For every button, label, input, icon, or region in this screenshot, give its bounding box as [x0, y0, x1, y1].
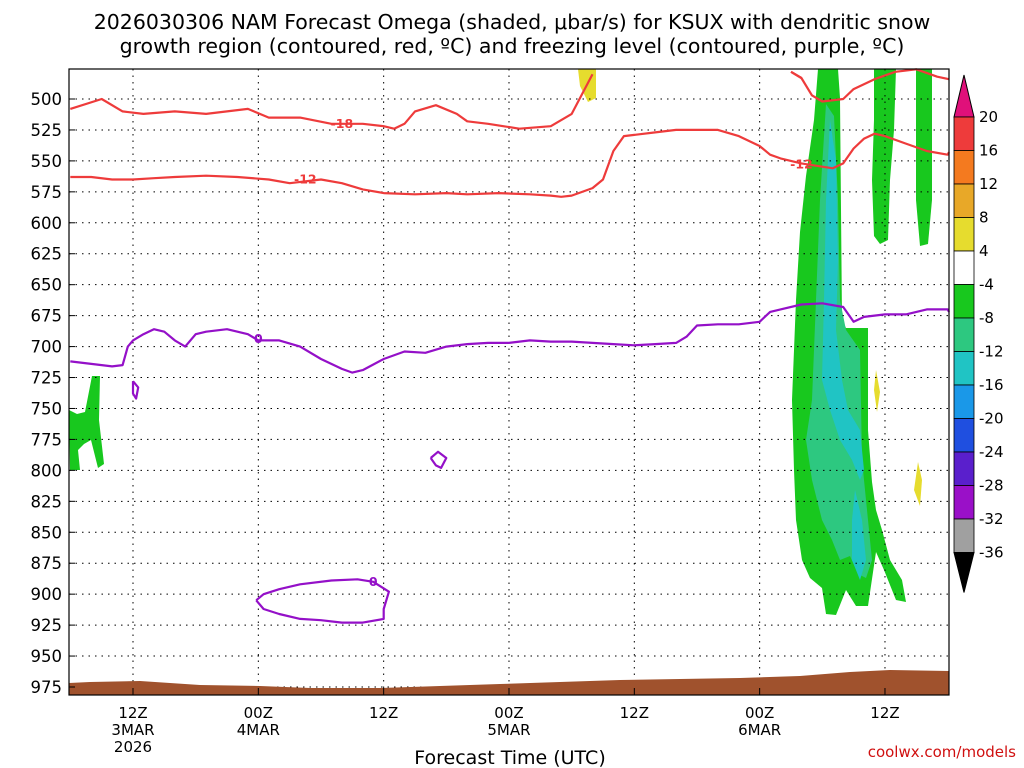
colorbar-label: -24 [979, 443, 1004, 461]
contour-line [790, 68, 950, 103]
omega-patch-left [69, 376, 104, 470]
x-tick-label: 12Z [369, 704, 398, 722]
terrain-ground [69, 670, 949, 695]
y-tick-label: 700 [31, 338, 63, 357]
colorbar-label: -20 [979, 410, 1004, 428]
colorbar-segment [953, 485, 975, 520]
y-tick-label: 900 [31, 585, 63, 604]
credit-text: coolwx.com/models [868, 743, 1016, 761]
x-tick-label: 12Z [620, 704, 649, 722]
y-tick-label: 800 [31, 461, 63, 480]
omega-patch-cyan-lower [852, 490, 866, 580]
colorbar-label: -32 [979, 510, 1004, 528]
y-tick-label: 950 [31, 647, 63, 666]
y-tick-label: 550 [31, 152, 63, 171]
y-tick-label: 975 [31, 678, 63, 697]
colorbar-label: 12 [979, 175, 998, 193]
colorbar-top-arrow [953, 74, 975, 118]
y-tick-label: 825 [31, 492, 63, 511]
contours: -18 -12 -12 0 0 [69, 68, 950, 624]
contour-label: 0 [254, 331, 263, 346]
colorbar-segment [953, 284, 975, 319]
y-axis: 500 525 550 575 600 625 650 675 700 725 750 775 800 8… [31, 90, 75, 697]
x-tick-label: 00Z [745, 704, 774, 722]
chart-title-line1: 2026030306 NAM Forecast Omega (shaded, μ… [94, 10, 931, 34]
omega-patch-yellow-right1 [874, 370, 880, 412]
colorbar-segment [953, 183, 975, 218]
colorbar-segment [953, 250, 975, 285]
x-tick-label: 4MAR [237, 721, 280, 739]
x-tick-label: 6MAR [738, 721, 781, 739]
y-tick-label: 675 [31, 307, 63, 326]
y-tick-label: 875 [31, 554, 63, 573]
x-tick-label: 3MAR [111, 721, 154, 739]
x-tick-label: 2026 [114, 738, 152, 756]
y-tick-label: 525 [31, 121, 63, 140]
x-tick-label: 12Z [118, 704, 147, 722]
y-tick-label: 575 [31, 183, 63, 202]
x-tick-label: 00Z [494, 704, 523, 722]
omega-patch-green-right1 [872, 69, 896, 244]
colorbar-segment [953, 217, 975, 252]
contour-line [790, 70, 802, 79]
contour-line [70, 302, 950, 374]
x-tick-label: 12Z [870, 704, 899, 722]
colorbar-segment [953, 451, 975, 486]
colorbar-label: -4 [979, 276, 994, 294]
colorbar-label: -36 [979, 544, 1004, 562]
colorbar-label: 8 [979, 209, 989, 227]
colorbar-label: -16 [979, 376, 1004, 394]
x-tick-label: 5MAR [487, 721, 530, 739]
colorbar-segment [953, 116, 975, 151]
plot-area: -18 -12 -12 0 0 [68, 68, 950, 696]
colorbar-label: -12 [979, 343, 1004, 361]
y-tick-label: 625 [31, 245, 63, 264]
contour-line [69, 73, 594, 130]
y-tick-label: 750 [31, 399, 63, 418]
y-tick-label: 725 [31, 369, 63, 388]
contour-label: -12 [294, 171, 317, 186]
colorbar-segment [953, 317, 975, 352]
colorbar-segment [953, 418, 975, 453]
omega-patch-yellow-right2 [914, 462, 922, 506]
contour-label: -12 [790, 157, 813, 172]
colorbar-label: -8 [979, 309, 994, 327]
colorbar-segment [953, 518, 975, 553]
colorbar-label: 4 [979, 242, 989, 260]
contour-line [70, 128, 950, 198]
grid [69, 69, 949, 695]
colorbar: 20 16 12 8 4 -4 -8 -12 -16 -20 -24 -28 -32 -36 [953, 74, 1004, 593]
y-tick-label: 600 [31, 214, 63, 233]
contour-line [131, 380, 140, 400]
colorbar-bottom-arrow [953, 552, 975, 593]
y-tick-label: 850 [31, 523, 63, 542]
colorbar-label: 20 [979, 108, 998, 126]
x-tick-label: 00Z [244, 704, 273, 722]
y-tick-label: 500 [31, 90, 63, 109]
colorbar-segment [953, 150, 975, 185]
colorbar-label: 16 [979, 142, 998, 160]
contour-line [255, 578, 390, 624]
chart-title-line2: growth region (contoured, red, ºC) and f… [120, 34, 905, 58]
y-tick-label: 925 [31, 616, 63, 635]
contour-label: 0 [369, 574, 378, 589]
colorbar-segment [953, 351, 975, 386]
colorbar-segment [953, 384, 975, 419]
omega-patch-cyan [822, 120, 864, 480]
colorbar-label: -28 [979, 477, 1004, 495]
contour-label: -18 [331, 116, 354, 131]
contour-line [429, 450, 448, 469]
omega-patch-green-right2 [916, 69, 932, 246]
y-tick-label: 775 [31, 430, 63, 449]
x-axis-label: Forecast Time (UTC) [414, 747, 605, 768]
y-tick-label: 650 [31, 276, 63, 295]
